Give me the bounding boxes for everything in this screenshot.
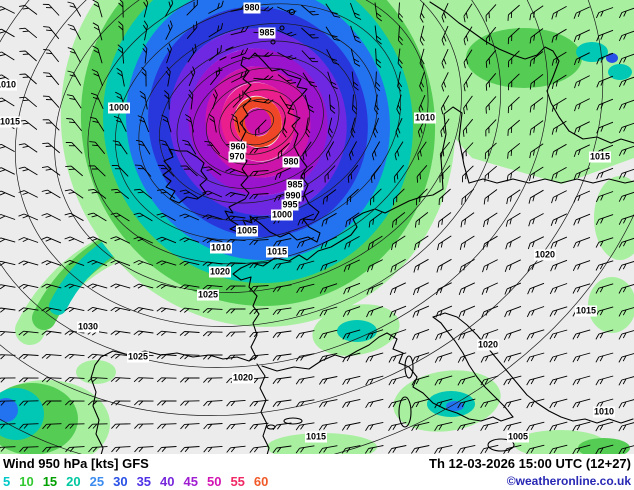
- wind-barb-layer: [0, 0, 634, 454]
- legend-value: 45: [183, 473, 198, 489]
- legend-value: 20: [66, 473, 81, 489]
- legend-value: 50: [206, 473, 222, 489]
- chart-datetime: Th 12-03-2026 15:00 UTC (12+27): [429, 455, 631, 471]
- legend-value: 10: [19, 473, 34, 489]
- wind-speed-layer: [0, 0, 634, 454]
- legend-value: 55: [230, 473, 245, 489]
- copyright-link[interactable]: ©weatheronline.co.uk: [506, 474, 631, 488]
- chart-title: Wind 950 hPa [kts] GFS: [3, 455, 149, 471]
- legend-value: 30: [113, 473, 128, 489]
- legend-value: 40: [160, 473, 175, 489]
- legend-value: 25: [89, 473, 105, 489]
- legend-scale: 5 10 15 20 25 30 35 40 45 50 55 60: [3, 474, 277, 489]
- legend-value: 5: [3, 473, 11, 489]
- legend-value: 35: [136, 473, 152, 489]
- legend-value: 60: [253, 473, 269, 489]
- legend-value: 15: [42, 473, 58, 489]
- isobar-layer: [0, 0, 634, 454]
- weather-map: 960 970 980 985 990 995 1000 1000 1005 1010 1015 10…: [0, 0, 634, 454]
- footer-bar: Wind 950 hPa [kts] GFS Th 12-03-2026 15:…: [0, 454, 634, 490]
